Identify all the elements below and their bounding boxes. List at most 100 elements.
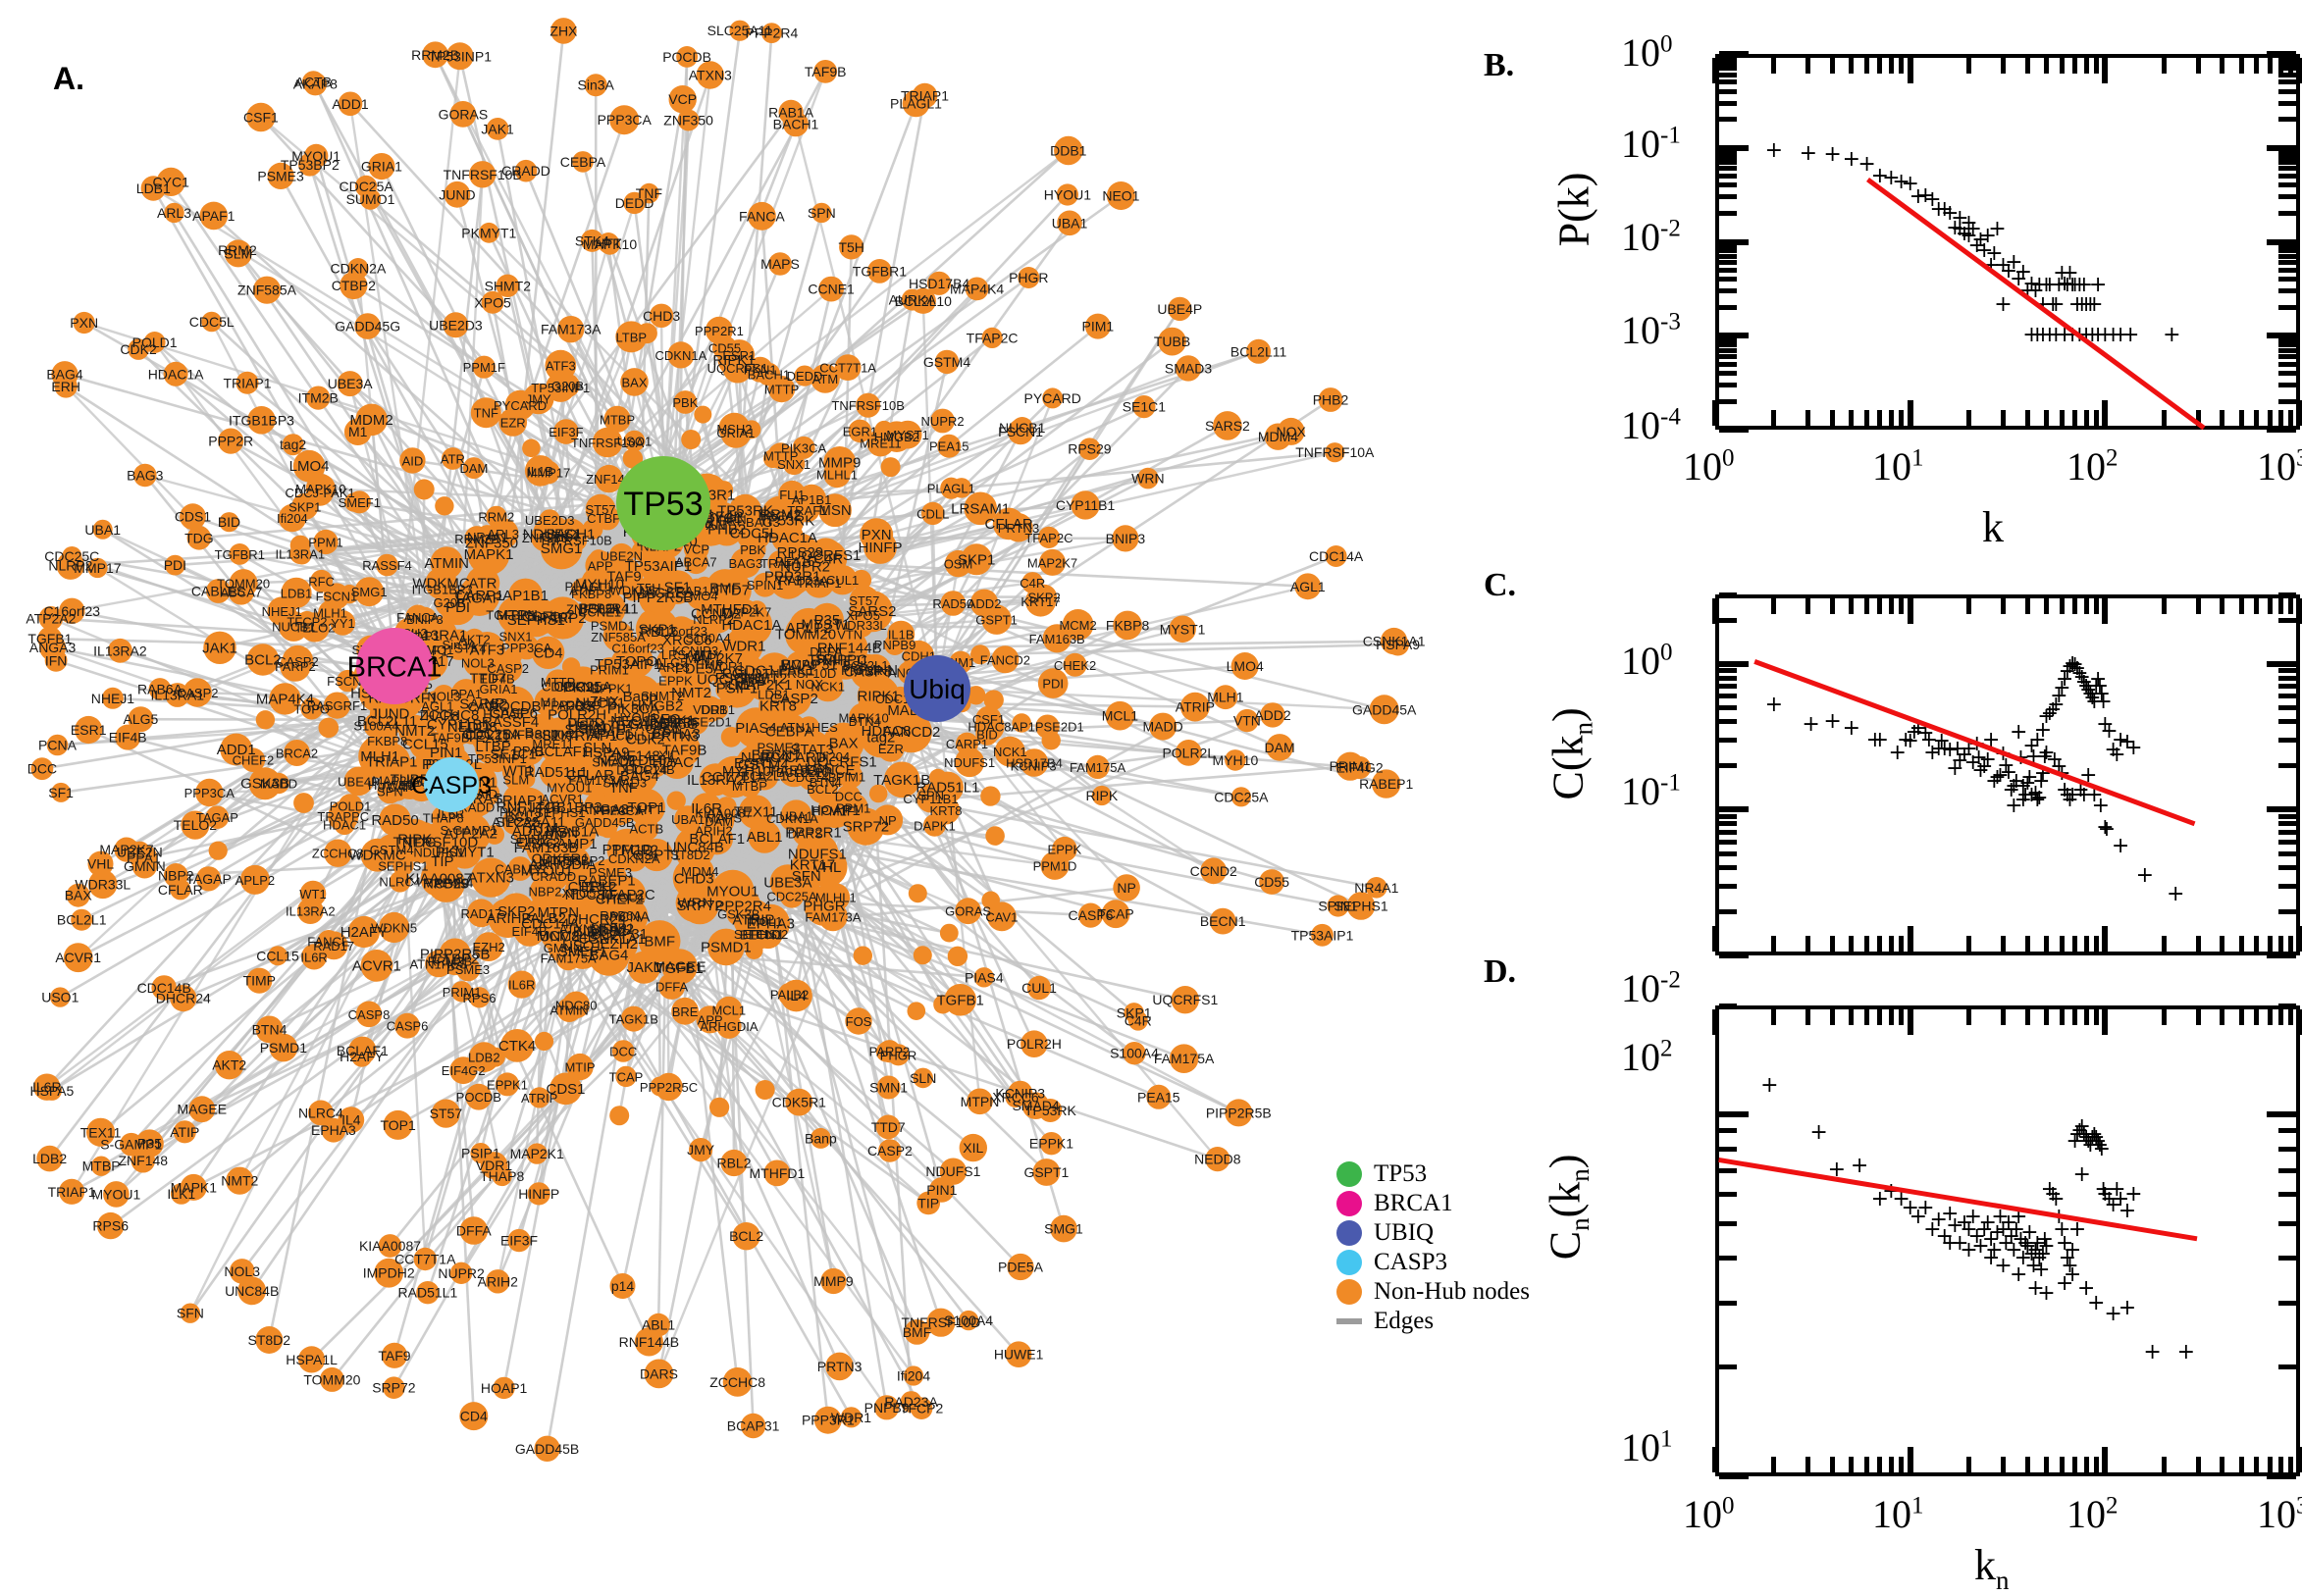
network-node-label: ST57 xyxy=(849,593,879,608)
network-node-label: ST8D2 xyxy=(248,1332,291,1348)
network-node-label: EIF4B xyxy=(480,672,515,687)
network-node-label: UBE2D3 xyxy=(429,317,483,333)
network-node[interactable] xyxy=(435,496,453,515)
network-node-label: PPP2R5C xyxy=(640,1080,698,1095)
network-node-label: ZNF585A xyxy=(237,283,297,298)
legend-item-label: Edges xyxy=(1374,1308,1434,1335)
network-node[interactable] xyxy=(522,439,541,458)
network-node[interactable] xyxy=(256,710,275,729)
network-node[interactable] xyxy=(209,842,228,860)
network-node[interactable] xyxy=(319,718,340,739)
network-node[interactable] xyxy=(908,1002,926,1020)
network-node-label: RAD50 xyxy=(932,596,973,611)
network-node[interactable] xyxy=(414,479,435,499)
network-node-label: XPO5 xyxy=(474,294,511,310)
network-node[interactable] xyxy=(909,884,927,902)
network-node-label: RIPK xyxy=(1086,788,1119,803)
network-node-label: PSME3 xyxy=(257,168,304,183)
panel-b-letter: B. xyxy=(1484,47,1514,84)
network-node-label: CCT7T1A xyxy=(394,1252,456,1267)
network-node-label: EIF4B xyxy=(109,730,147,746)
network-node[interactable] xyxy=(293,793,314,813)
network-node-label: NBP2 xyxy=(529,885,562,900)
network-node-label: IL4 xyxy=(341,1112,361,1128)
network-node-label: PCNA xyxy=(38,738,78,753)
network-node-label: HTT xyxy=(638,802,662,817)
network-node-label: UNC84B xyxy=(225,1283,279,1299)
network-node[interactable] xyxy=(940,924,959,943)
x-tick-label: 101 xyxy=(1872,1491,1924,1537)
data-point: + xyxy=(2143,1342,2161,1364)
legend-node-swatch xyxy=(1336,1191,1362,1216)
network-node-label: CASP6 xyxy=(1069,907,1114,923)
network-node-label: Sin3A xyxy=(578,77,615,93)
network-node[interactable] xyxy=(609,1106,629,1125)
network-node[interactable] xyxy=(980,786,1000,805)
network-node-label: NCK1 xyxy=(993,745,1027,759)
network-node[interactable] xyxy=(914,946,932,964)
network-node-label: RNF144B xyxy=(817,641,882,657)
network-node-label: PPP3CA xyxy=(598,112,653,128)
network-node-label: PCNA xyxy=(609,908,651,925)
network-node-label: CHEF2 xyxy=(233,753,275,768)
network-node[interactable] xyxy=(854,947,872,965)
network-node-label: M1 xyxy=(348,424,368,439)
legend-item-label: CASP3 xyxy=(1374,1249,1447,1276)
network-node-label: TIMP xyxy=(243,973,276,989)
network-node-label: EPPK xyxy=(1048,843,1082,857)
network-node-label: NUCB1 xyxy=(999,420,1046,436)
network-node-label: ABL1 xyxy=(747,829,783,846)
network-node-label: PDI xyxy=(1042,677,1064,692)
data-point: + xyxy=(1988,219,2006,240)
network-node-label: PKMYT1 xyxy=(461,225,516,240)
network-node-label: UQCRFS1 xyxy=(707,361,768,376)
network-node-label: HOAP1 xyxy=(481,1380,528,1396)
network-node-label: ZNF350 xyxy=(465,536,518,552)
network-node-label: XPO5 xyxy=(562,886,597,901)
network-node-label: NUCB1 xyxy=(272,620,315,635)
network-node[interactable] xyxy=(562,657,580,675)
network-node-label: MMP17 xyxy=(74,560,121,576)
network-node-label: CCL15 xyxy=(256,948,299,963)
network-node-label: ACVR1 xyxy=(352,957,401,974)
network-node-label: CDKN2A xyxy=(608,851,660,866)
network-node[interactable] xyxy=(709,1098,729,1117)
network-node-label: BCL2L1 xyxy=(741,769,787,784)
network-node-label: TP53AIP1 xyxy=(1291,927,1354,943)
network-node-label: NDUFS1 xyxy=(925,1163,980,1179)
network-node-label: RAD51L1 xyxy=(398,1285,458,1301)
network-node-label: NOL3 xyxy=(224,1263,260,1279)
network-node-label: S100A4 xyxy=(1110,1046,1159,1061)
network-node-label: C4R xyxy=(1020,576,1045,591)
data-point: + xyxy=(1843,718,1860,740)
network-node-label: CASP2 xyxy=(867,1143,913,1158)
network-node-label: BTN4 xyxy=(849,714,881,729)
network-node-label: GSK3B xyxy=(240,776,289,793)
network-node-label: DCC xyxy=(609,1045,637,1059)
network-node-label: PBK xyxy=(672,395,698,410)
x-tick-label: 103 xyxy=(2257,443,2302,489)
network-node[interactable] xyxy=(985,826,1005,846)
network-node-label: IL6R xyxy=(508,978,535,993)
network-node[interactable] xyxy=(881,457,901,477)
network-node[interactable] xyxy=(681,430,701,449)
network-node-label: TEX11 xyxy=(734,804,778,821)
network-node-label: GADD45B xyxy=(515,1441,579,1457)
network-node[interactable] xyxy=(948,947,968,966)
network-node-label: SF1 xyxy=(48,785,74,800)
network-node-label: ALG5 xyxy=(654,655,687,670)
data-point: + xyxy=(1809,1122,1827,1144)
network-node[interactable] xyxy=(984,690,1004,709)
network-node-label: LTBP xyxy=(616,330,648,344)
network-node-label: SMG1 xyxy=(1044,1221,1083,1237)
data-point: + xyxy=(2136,865,2154,887)
legend-item-label: TP53 xyxy=(1374,1160,1427,1188)
network-node-label: TIP xyxy=(917,1195,939,1210)
network-node[interactable] xyxy=(535,1032,553,1051)
data-point: + xyxy=(1982,1248,2000,1269)
network-node-label: TNFRSF10B xyxy=(444,167,522,182)
network-graph[interactable]: CDC14BTHAP8KIAA0087TTD7TP53RKMAGEEDHCR24… xyxy=(0,0,1452,1581)
network-node-label: RBL2 xyxy=(716,1156,751,1171)
network-node-label: FOS xyxy=(846,1014,872,1029)
network-node-label: CD55 xyxy=(1254,874,1289,890)
